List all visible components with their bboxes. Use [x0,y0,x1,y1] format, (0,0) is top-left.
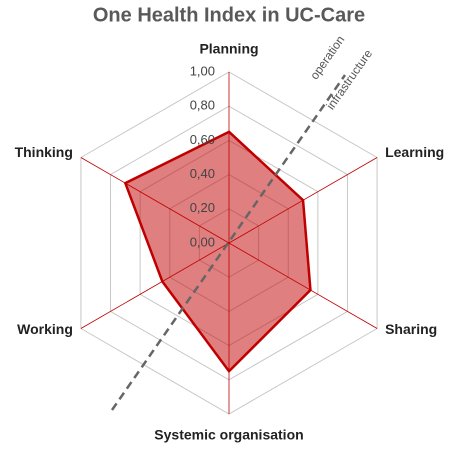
y-tick-label: 0,60 [190,132,215,147]
category-label: Learning [385,144,444,160]
y-tick-label: 1,00 [190,63,215,78]
category-label: Sharing [385,321,437,337]
category-label: Systemic organisation [154,427,303,443]
category-label: Planning [199,41,258,57]
y-tick-label: 0,00 [190,234,215,249]
y-tick-label: 0,20 [190,200,215,215]
y-tick-label: 0,40 [190,166,215,181]
divider-line [110,74,347,411]
chart-title: One Health Index in UC-Care [93,4,365,26]
annotation: operation [307,33,347,82]
radar-area [123,130,312,374]
y-tick-label: 0,80 [190,98,215,113]
category-label: Thinking [15,144,73,160]
category-label: Working [17,321,73,337]
